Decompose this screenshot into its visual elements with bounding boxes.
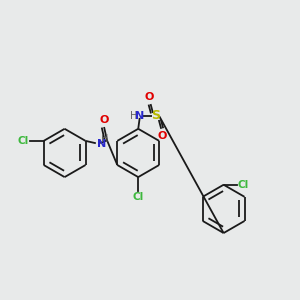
Text: N: N xyxy=(97,139,106,148)
Text: S: S xyxy=(152,109,160,122)
Text: Cl: Cl xyxy=(18,136,29,146)
Text: Cl: Cl xyxy=(238,180,249,190)
Text: H: H xyxy=(130,110,137,121)
Text: O: O xyxy=(158,130,167,141)
Text: H: H xyxy=(101,134,109,144)
Text: O: O xyxy=(99,115,109,125)
Text: Cl: Cl xyxy=(133,192,144,203)
Text: N: N xyxy=(135,110,144,121)
Text: O: O xyxy=(144,92,154,102)
